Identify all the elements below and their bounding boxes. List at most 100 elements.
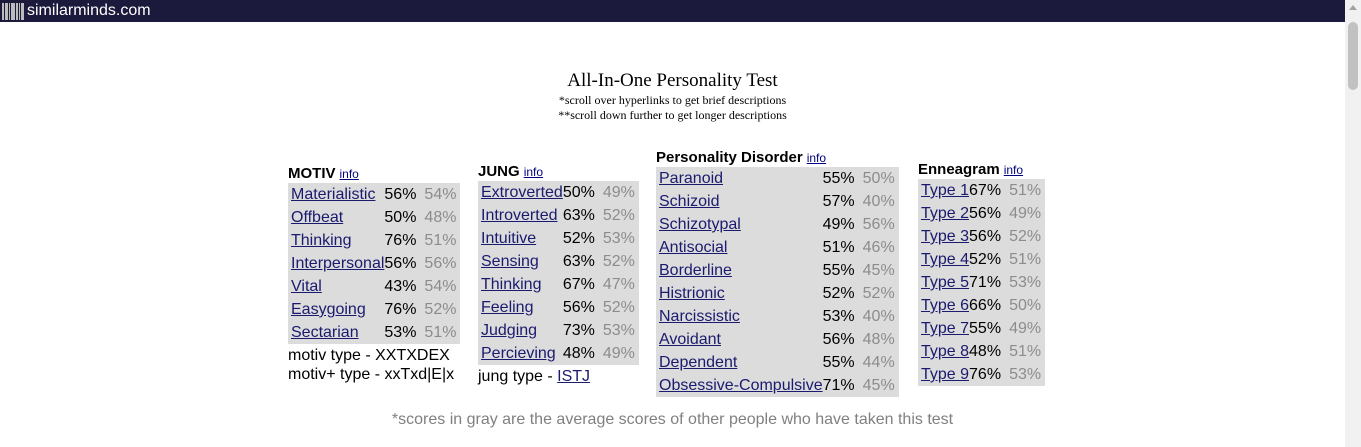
motiv-trait-link[interactable]: Materialistic [291, 186, 376, 203]
jung-trait-link[interactable]: Introverted [481, 207, 558, 224]
pd-score: 51% [822, 239, 855, 256]
enneagram-row: Type 2 56% 49% [918, 202, 1045, 225]
motiv-info-link[interactable]: info [339, 167, 359, 181]
motiv-table: Materialistic 56% 54% Offbeat 50% 48% Thinking… [288, 183, 461, 344]
jung-trait-link[interactable]: Intuitive [481, 230, 537, 247]
pd-trait-cell: Schizoid [656, 190, 823, 213]
motiv-trait-cell: Materialistic [288, 183, 384, 206]
motiv-type: motiv type - XXTXDEX [288, 347, 450, 364]
jung-trait-link[interactable]: Percieving [481, 345, 556, 362]
enneagram-heading-text: Enneagram [918, 161, 1000, 178]
enneagram-average-score: 53% [1009, 366, 1042, 383]
motiv-average-score: 56% [424, 255, 457, 272]
enneagram-score: 66% [969, 297, 1002, 314]
enneagram-trait-cell: Type 1 [918, 179, 969, 202]
pd-trait-cell: Avoidant [656, 328, 823, 351]
enneagram-trait-link[interactable]: Type 4 [921, 251, 970, 268]
jung-type-link[interactable]: ISTJ [557, 368, 591, 385]
personality-disorder-info-link[interactable]: info [806, 151, 827, 165]
motiv-trait-link[interactable]: Sectarian [291, 324, 359, 341]
motiv-trait-link[interactable]: Vital [291, 278, 322, 295]
vertical-scrollbar[interactable] [1345, 0, 1361, 447]
enneagram-trait-link[interactable]: Type 3 [921, 228, 970, 245]
pd-trait-link[interactable]: Histrionic [659, 285, 725, 302]
jung-score: 73% [562, 322, 595, 339]
site-header-bar: similarminds.com [0, 0, 1345, 22]
pd-row: Histrionic 52% 52% [656, 282, 899, 305]
enneagram-average-score: 51% [1009, 251, 1042, 268]
enneagram-trait-link[interactable]: Type 8 [921, 343, 970, 360]
jung-row: Percieving 48% 49% [478, 342, 639, 365]
personality-disorder-section: Personality Disorder info Paranoid 55% 50% S… [656, 149, 899, 397]
enneagram-trait-link[interactable]: Type 9 [921, 366, 970, 383]
motiv-trait-link[interactable]: Interpersonal [291, 255, 385, 272]
pd-average-score: 48% [862, 331, 895, 348]
scrollbar-thumb[interactable] [1348, 22, 1358, 90]
enneagram-info-link[interactable]: info [1003, 163, 1024, 177]
jung-average-score: 47% [602, 276, 635, 293]
pd-trait-link[interactable]: Narcissistic [659, 308, 740, 325]
pd-trait-link[interactable]: Paranoid [659, 170, 724, 187]
jung-trait-link[interactable]: Extroverted [481, 184, 563, 201]
enneagram-trait-link[interactable]: Type 1 [921, 182, 970, 199]
motiv-trait-cell: Thinking [288, 229, 384, 252]
pd-trait-link[interactable]: Borderline [659, 262, 732, 279]
enneagram-trait-cell: Type 8 [918, 340, 969, 363]
jung-row: Feeling 56% 52% [478, 296, 639, 319]
motiv-trait-link[interactable]: Offbeat [291, 209, 344, 226]
motiv-trait-cell: Vital [288, 275, 384, 298]
pd-trait-cell: Dependent [656, 351, 823, 374]
enneagram-row: Type 6 66% 50% [918, 294, 1045, 317]
jung-trait-link[interactable]: Sensing [481, 253, 539, 270]
jung-trait-cell: Intuitive [478, 227, 563, 250]
page-subtitle-descriptions: **scroll down further to get longer desc… [558, 108, 787, 122]
jung-info-link[interactable]: info [523, 165, 544, 179]
jung-trait-cell: Judging [478, 319, 563, 342]
motiv-score: 56% [384, 255, 417, 272]
jung-trait-link[interactable]: Thinking [481, 276, 542, 293]
scroll-up-arrow-icon[interactable] [1349, 5, 1357, 10]
motiv-score: 76% [384, 232, 417, 249]
pd-average-score: 45% [862, 262, 895, 279]
pd-trait-link[interactable]: Schizoid [659, 193, 720, 210]
motiv-score: 50% [384, 209, 417, 226]
site-name[interactable]: similarminds.com [27, 2, 151, 19]
enneagram-trait-link[interactable]: Type 5 [921, 274, 970, 291]
jung-row: Introverted 63% 52% [478, 204, 639, 227]
pd-score: 55% [822, 170, 855, 187]
enneagram-average-score: 50% [1009, 297, 1042, 314]
enneagram-trait-cell: Type 7 [918, 317, 969, 340]
enneagram-trait-link[interactable]: Type 6 [921, 297, 970, 314]
pd-score: 57% [822, 193, 855, 210]
motiv-row: Sectarian 53% 51% [288, 321, 460, 344]
motiv-trait-link[interactable]: Thinking [291, 232, 352, 249]
pd-trait-link[interactable]: Antisocial [659, 239, 728, 256]
motiv-row: Offbeat 50% 48% [288, 206, 460, 229]
pd-trait-link[interactable]: Dependent [659, 354, 738, 371]
enneagram-score: 76% [969, 366, 1002, 383]
enneagram-score: 56% [969, 228, 1002, 245]
pd-trait-link[interactable]: Obsessive-Compulsive [659, 377, 823, 394]
enneagram-trait-link[interactable]: Type 2 [921, 205, 970, 222]
enneagram-score: 55% [969, 320, 1002, 337]
pd-average-score: 52% [862, 285, 895, 302]
pd-trait-link[interactable]: Schizotypal [659, 216, 741, 233]
jung-row: Judging 73% 53% [478, 319, 639, 342]
pd-average-score: 40% [862, 193, 895, 210]
jung-average-score: 52% [602, 253, 635, 270]
jung-row: Thinking 67% 47% [478, 273, 639, 296]
enneagram-trait-cell: Type 4 [918, 248, 969, 271]
enneagram-row: Type 9 76% 53% [918, 363, 1045, 386]
motiv-trait-link[interactable]: Easygoing [291, 301, 366, 318]
jung-score: 63% [562, 253, 595, 270]
motiv-row: Easygoing 76% 52% [288, 298, 460, 321]
jung-score: 48% [562, 345, 595, 362]
enneagram-trait-link[interactable]: Type 7 [921, 320, 970, 337]
pd-trait-link[interactable]: Avoidant [659, 331, 721, 348]
enneagram-score: 67% [969, 182, 1002, 199]
pd-average-score: 40% [862, 308, 895, 325]
jung-trait-link[interactable]: Judging [481, 322, 538, 339]
jung-trait-link[interactable]: Feeling [481, 299, 534, 316]
pd-trait-cell: Narcissistic [656, 305, 823, 328]
jung-average-score: 49% [602, 345, 635, 362]
